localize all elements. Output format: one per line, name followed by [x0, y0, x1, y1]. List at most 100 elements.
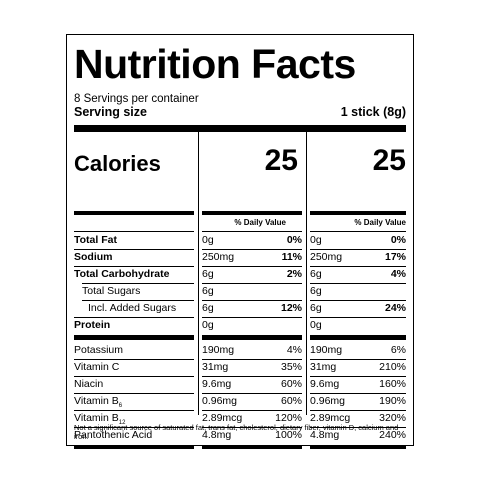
- row-divider: [202, 410, 302, 411]
- row-divider: [202, 231, 302, 232]
- amount-col2: 250mg: [310, 251, 343, 263]
- amount-col2: 0g: [310, 319, 322, 331]
- label-body: Nutrition Facts 8 Servings per container…: [74, 35, 406, 449]
- servings-per-container: 8 Servings per container: [74, 93, 199, 105]
- row-divider: [202, 317, 302, 318]
- row-divider: [74, 427, 194, 428]
- daily-value-col2: 210%: [379, 361, 406, 373]
- nutrient-name: Incl. Added Sugars: [88, 300, 194, 317]
- row-divider: [74, 359, 194, 360]
- bottom-divider: [74, 445, 194, 449]
- amount-col2: 2.89mcg: [310, 412, 351, 424]
- daily-value-col1: 60%: [280, 378, 302, 390]
- row-divider: [82, 300, 194, 301]
- footnote: Not a significant source of saturated fa…: [74, 423, 399, 441]
- amount-col1: 6g: [202, 285, 214, 297]
- section-divider: [74, 335, 194, 340]
- row-divider: [310, 427, 406, 428]
- label-title: Nutrition Facts: [74, 41, 356, 87]
- amount-col1: 0.96mg: [202, 395, 238, 407]
- daily-value-col2: 160%: [379, 378, 406, 390]
- amount-col1: 6g: [202, 302, 214, 314]
- calories-divider-3: [310, 211, 406, 215]
- amount-col2: 31mg: [310, 361, 337, 373]
- nutrient-name-text: Total Carbohydrate: [74, 268, 170, 280]
- thick-divider: [74, 125, 406, 132]
- calories-divider-2: [202, 211, 302, 215]
- row-divider: [202, 300, 302, 301]
- amount-col1: 4.8mg: [202, 429, 232, 441]
- row-divider: [310, 249, 406, 250]
- row-divider: [310, 266, 406, 267]
- nutrient-name-text: Potassium: [74, 344, 124, 356]
- nutrient-name: Sodium: [74, 249, 194, 266]
- nutrient-name: Protein: [74, 317, 194, 334]
- row-divider: [74, 249, 194, 250]
- amount-col1: 190mg: [202, 344, 235, 356]
- amount-col2: 0g: [310, 234, 322, 246]
- daily-value-col1: [202, 283, 302, 300]
- row-divider: [74, 376, 194, 377]
- calories-divider-1: [74, 211, 194, 215]
- nutrient-name-text: Pantothenic Acid: [74, 429, 153, 441]
- row-divider: [310, 359, 406, 360]
- nutrient-name: Niacin: [74, 376, 194, 393]
- amount-col1: 0g: [202, 234, 214, 246]
- bottom-divider: [310, 445, 406, 449]
- amount-col2: 9.6mg: [310, 378, 340, 390]
- daily-value-col2: 6%: [390, 344, 406, 356]
- daily-value-col1: 12%: [280, 302, 302, 314]
- daily-value-col1: 0%: [286, 234, 302, 246]
- daily-value-col1: 60%: [280, 395, 302, 407]
- nutrient-name-text: Total Sugars: [82, 285, 141, 297]
- column-divider-1: [198, 132, 199, 415]
- row-divider: [310, 410, 406, 411]
- row-divider: [74, 393, 194, 394]
- row-divider: [202, 266, 302, 267]
- daily-value-col1: 35%: [280, 361, 302, 373]
- row-divider: [310, 231, 406, 232]
- amount-col2: 6g: [310, 268, 322, 280]
- serving-size-label: Serving size: [74, 105, 147, 119]
- column-divider-2: [306, 132, 307, 415]
- amount-col2: 0.96mg: [310, 395, 346, 407]
- nutrient-name-text: Vitamin B: [74, 395, 119, 407]
- calories-label: Calories: [74, 151, 161, 176]
- nutrition-facts-label: Nutrition Facts 8 Servings per container…: [66, 34, 414, 449]
- nutrient-name: Vitamin B12: [74, 410, 194, 427]
- daily-value-col2: 190%: [379, 395, 406, 407]
- amount-col1: 250mg: [202, 251, 235, 263]
- daily-value-header-2: % Daily Value: [354, 218, 406, 227]
- daily-value-col1: 4%: [286, 344, 302, 356]
- nutrient-name: Total Fat: [74, 232, 194, 249]
- amount-col2: 6g: [310, 302, 322, 314]
- row-divider: [310, 317, 406, 318]
- nutrient-name-text: Vitamin C: [74, 361, 120, 373]
- nutrient-name-text: Vitamin B: [74, 412, 119, 424]
- nutrient-name-text: Protein: [74, 319, 111, 331]
- row-divider: [202, 249, 302, 250]
- amount-col1: 0g: [202, 319, 214, 331]
- nutrient-name-text: Sodium: [74, 251, 113, 263]
- daily-value-col1: 100%: [275, 429, 302, 441]
- daily-value-col2: 17%: [384, 251, 406, 263]
- row-divider: [202, 359, 302, 360]
- nutrient-name: Pantothenic Acid: [74, 427, 194, 444]
- nutrient-name: Total Sugars: [82, 283, 194, 300]
- calories-value-1: 25: [264, 144, 298, 177]
- row-divider: [74, 266, 194, 267]
- amount-col2: 190mg: [310, 344, 343, 356]
- row-divider: [74, 231, 194, 232]
- daily-value-col2: 24%: [384, 302, 406, 314]
- row-divider: [82, 283, 194, 284]
- row-divider: [202, 427, 302, 428]
- row-divider: [74, 317, 194, 318]
- row-divider: [310, 376, 406, 377]
- serving-size-value: 1 stick (8g): [340, 105, 406, 119]
- daily-value-col2: 320%: [379, 412, 406, 424]
- daily-value-col1: [202, 317, 302, 334]
- amount-col1: 9.6mg: [202, 378, 232, 390]
- row-divider: [74, 410, 194, 411]
- serving-size-row: Serving size 1 stick (8g): [74, 105, 406, 120]
- section-divider: [310, 335, 406, 340]
